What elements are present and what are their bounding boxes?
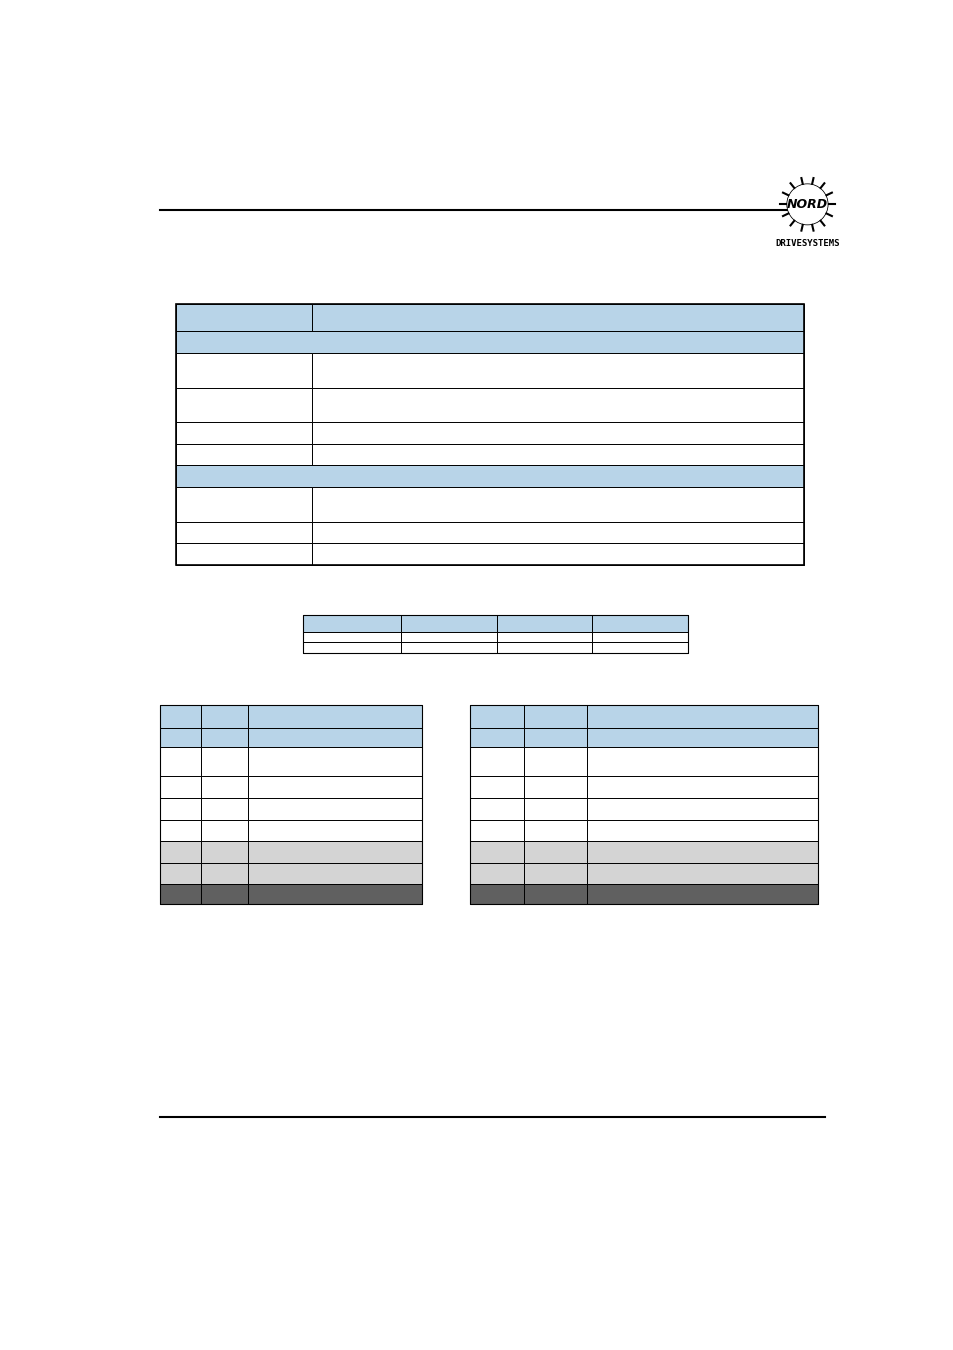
Text: NORD: NORD — [786, 198, 827, 211]
Bar — [523, 747, 586, 776]
Bar — [523, 705, 586, 728]
Bar — [586, 728, 817, 747]
Bar — [176, 352, 312, 387]
Bar — [176, 521, 312, 543]
Bar — [312, 387, 803, 423]
Bar — [312, 543, 803, 564]
Bar — [523, 863, 586, 884]
Bar — [201, 798, 248, 819]
Bar — [591, 632, 687, 643]
Bar — [312, 305, 803, 331]
Bar — [523, 819, 586, 841]
Bar — [586, 863, 817, 884]
Bar — [523, 728, 586, 747]
Bar — [586, 747, 817, 776]
Bar — [176, 543, 312, 564]
Bar — [470, 884, 523, 903]
Bar — [586, 705, 817, 728]
Bar — [248, 747, 422, 776]
Bar — [470, 776, 523, 798]
Bar — [160, 705, 201, 728]
Bar — [248, 798, 422, 819]
Bar — [160, 728, 201, 747]
Text: DRIVESYSTEMS: DRIVESYSTEMS — [775, 239, 839, 248]
Bar — [303, 632, 400, 643]
Bar — [176, 331, 803, 352]
Bar — [523, 798, 586, 819]
Bar — [160, 776, 201, 798]
Bar — [160, 819, 201, 841]
Bar — [248, 884, 422, 903]
Bar — [523, 841, 586, 863]
Bar — [470, 798, 523, 819]
Bar — [400, 632, 497, 643]
Bar — [160, 798, 201, 819]
Bar — [176, 387, 312, 423]
Bar — [303, 614, 400, 632]
Bar — [248, 841, 422, 863]
Bar — [248, 863, 422, 884]
Bar — [201, 728, 248, 747]
Bar — [591, 643, 687, 653]
Bar — [176, 444, 312, 466]
Bar — [312, 352, 803, 387]
Bar — [470, 863, 523, 884]
Bar — [176, 305, 803, 564]
Bar — [586, 776, 817, 798]
Bar — [160, 863, 201, 884]
Bar — [201, 841, 248, 863]
Bar — [201, 747, 248, 776]
Bar — [201, 819, 248, 841]
Bar — [523, 884, 586, 903]
Bar — [400, 643, 497, 653]
Bar — [176, 423, 312, 444]
Bar — [312, 521, 803, 543]
Bar — [176, 466, 803, 487]
Bar — [201, 884, 248, 903]
Bar — [201, 776, 248, 798]
Bar — [248, 728, 422, 747]
Bar — [176, 305, 312, 331]
Bar — [470, 841, 523, 863]
Bar — [470, 705, 817, 903]
Bar — [160, 884, 201, 903]
Bar — [497, 614, 591, 632]
Bar — [523, 776, 586, 798]
Circle shape — [787, 185, 826, 224]
Bar — [312, 444, 803, 466]
Bar — [312, 487, 803, 521]
Bar — [470, 705, 523, 728]
Bar — [470, 728, 523, 747]
Bar — [303, 643, 400, 653]
Bar — [470, 747, 523, 776]
Bar — [248, 705, 422, 728]
Circle shape — [786, 184, 827, 224]
Bar — [248, 776, 422, 798]
Bar — [160, 841, 201, 863]
Bar — [160, 705, 422, 903]
Bar — [201, 705, 248, 728]
Bar — [586, 798, 817, 819]
Bar — [176, 487, 312, 521]
Bar — [470, 819, 523, 841]
Bar — [591, 614, 687, 632]
Bar — [160, 747, 201, 776]
Bar — [400, 614, 497, 632]
Bar — [201, 863, 248, 884]
Bar — [303, 614, 687, 653]
Bar — [497, 643, 591, 653]
Bar — [586, 884, 817, 903]
Bar — [497, 632, 591, 643]
Bar — [312, 423, 803, 444]
Bar — [586, 819, 817, 841]
Bar — [248, 819, 422, 841]
Bar — [586, 841, 817, 863]
